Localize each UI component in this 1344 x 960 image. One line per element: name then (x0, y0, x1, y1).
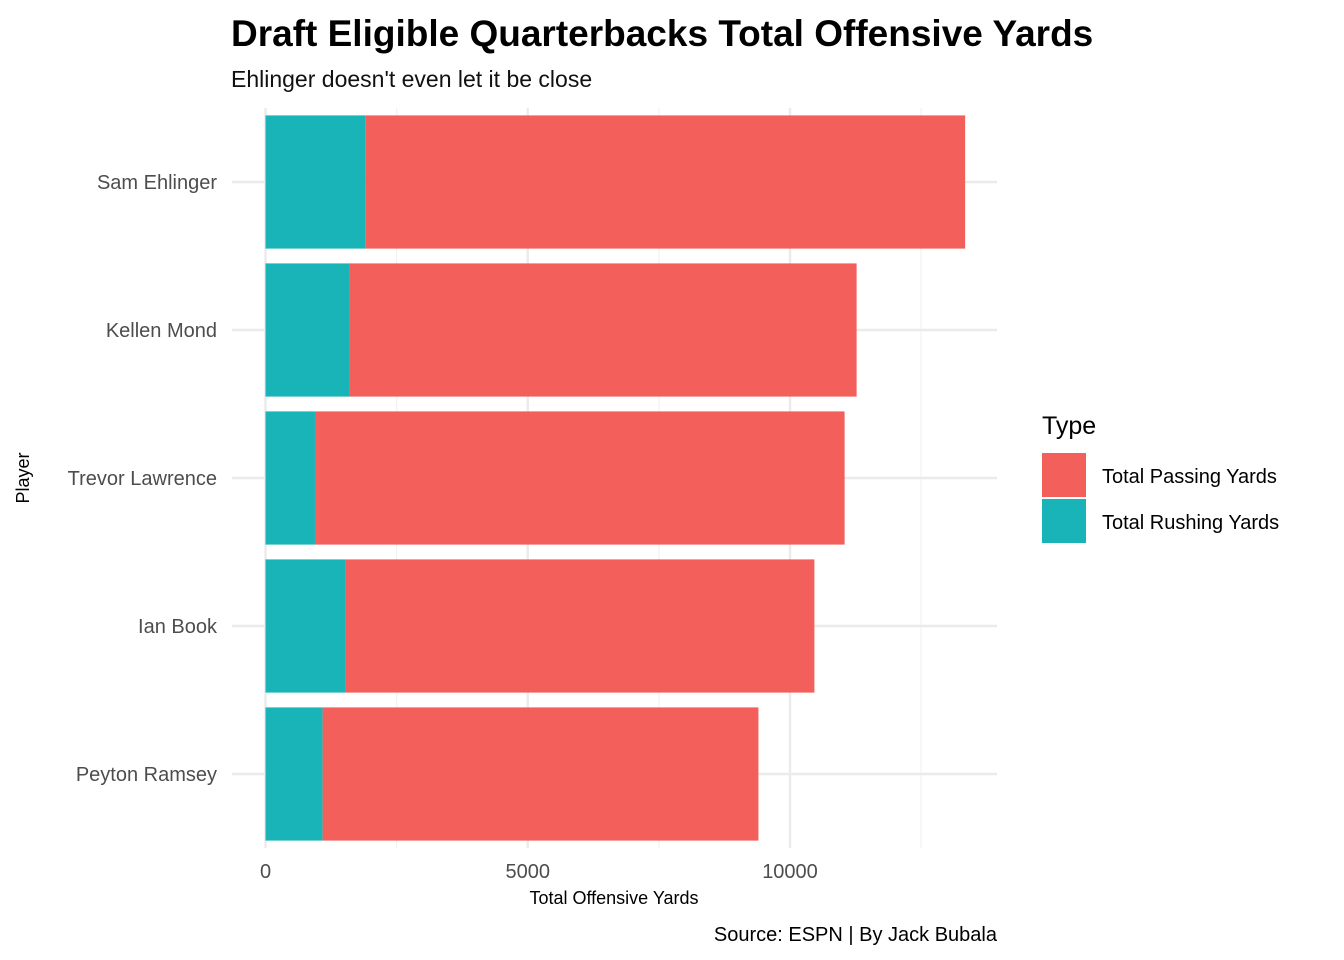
y-tick-label: Trevor Lawrence (68, 468, 217, 490)
legend-swatch (1042, 453, 1086, 497)
y-tick-label: Kellen Mond (106, 320, 217, 342)
y-tick-label: Sam Ehlinger (97, 172, 217, 194)
x-tick-labels: 0 5000 10000 (260, 861, 818, 883)
bars (265, 115, 966, 841)
y-tick-label: Ian Book (138, 616, 218, 638)
chart-subtitle: Ehlinger doesn't even let it be close (231, 66, 592, 92)
bar-total-passing-yards (349, 263, 857, 397)
legend-label: Total Rushing Yards (1102, 512, 1279, 534)
x-tick-label: 10000 (762, 861, 818, 883)
bar-total-passing-yards (322, 707, 759, 841)
bar-total-passing-yards (345, 559, 815, 693)
legend-swatch (1042, 499, 1086, 543)
bar-total-passing-yards (365, 115, 966, 249)
bar-total-rushing-yards (265, 263, 350, 397)
y-tick-label: Peyton Ramsey (76, 764, 217, 786)
chart-title: Draft Eligible Quarterbacks Total Offens… (231, 13, 1093, 54)
y-axis-title: Player (13, 452, 33, 503)
y-tick-labels: Sam Ehlinger Kellen Mond Trevor Lawrence Ia… (68, 172, 218, 786)
bar-total-rushing-yards (265, 115, 366, 249)
x-tick-label: 5000 (506, 861, 551, 883)
legend-title: Type (1042, 412, 1096, 440)
bar-total-passing-yards (314, 411, 845, 545)
legend-label: Total Passing Yards (1102, 466, 1277, 488)
x-tick-label: 0 (260, 861, 271, 883)
bar-total-rushing-yards (265, 707, 323, 841)
bar-total-rushing-yards (265, 559, 346, 693)
x-axis-title: Total Offensive Yards (529, 888, 698, 908)
legend: Type Total Passing Yards Total Rushing Ya… (1042, 412, 1279, 543)
bar-total-rushing-yards (265, 411, 315, 545)
caption: Source: ESPN | By Jack Bubala (714, 924, 998, 946)
